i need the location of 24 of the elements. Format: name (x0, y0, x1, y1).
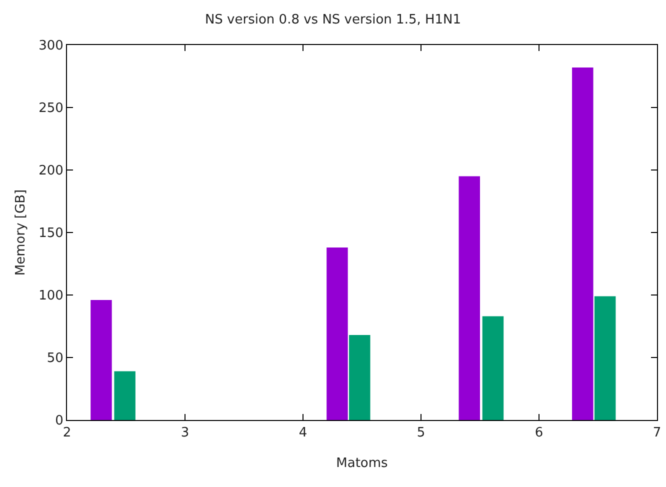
x-tick-label: 6 (534, 426, 544, 441)
y-tick-label: 50 (46, 351, 64, 366)
x-axis-title: Matoms (336, 456, 388, 472)
bar (572, 68, 594, 420)
bar (594, 296, 616, 420)
y-tick-label: 200 (38, 164, 64, 179)
x-tick-label: 2 (62, 426, 72, 441)
y-tick-label: 300 (38, 38, 64, 54)
y-axis-title: Memory [GB] (14, 189, 29, 276)
y-tick-label: 150 (38, 226, 64, 242)
x-tick-label: 7 (652, 426, 662, 441)
x-tick-label: 3 (180, 426, 190, 441)
x-tick-label: 4 (298, 426, 308, 441)
bar (349, 335, 370, 420)
bar (482, 316, 504, 420)
chart-title: NS version 0.8 vs NS version 1.5, H1N1 (204, 12, 462, 28)
bar (114, 371, 136, 420)
bar (458, 176, 480, 420)
x-tick-label: 5 (416, 426, 426, 441)
y-tick-label: 0 (55, 414, 64, 429)
bar (326, 248, 348, 420)
y-tick-label: 250 (38, 101, 64, 116)
y-tick-label: 100 (38, 288, 64, 304)
bar (90, 300, 112, 420)
